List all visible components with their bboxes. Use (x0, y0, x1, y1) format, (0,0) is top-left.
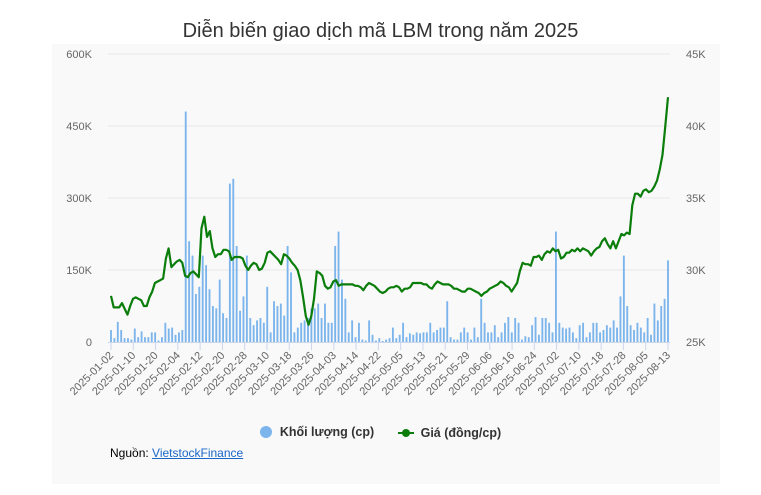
grid-lines (108, 53, 670, 271)
svg-text:40K: 40K (686, 121, 706, 133)
source-prefix: Nguồn: (110, 446, 153, 460)
svg-text:300K: 300K (66, 193, 92, 205)
price-line (109, 97, 670, 326)
circle-marker-icon (259, 426, 272, 438)
volume-bars (110, 111, 669, 342)
svg-text:35K: 35K (686, 193, 706, 205)
source-credit: Nguồn: VietstockFinance (110, 446, 243, 460)
y-axis-left-labels: 0 150K 300K 450K 600K (66, 49, 92, 349)
chart-title: Diễn biến giao dịch mã LBM trong năm 202… (182, 20, 579, 42)
chart-background (52, 44, 720, 484)
legend-volume-label: Khối lượng (cp) (279, 425, 375, 439)
y-axis-right-labels: 25K 30K 35K 40K 45K (686, 49, 706, 349)
svg-text:30K: 30K (686, 265, 706, 277)
svg-text:45K: 45K (686, 49, 706, 61)
svg-text:0: 0 (86, 337, 92, 349)
x-axis: 2025-01-022025-01-102025-01-202025-02-04… (68, 342, 673, 398)
line-marker-icon (397, 428, 414, 438)
svg-text:150K: 150K (66, 265, 92, 277)
svg-text:600K: 600K (66, 49, 92, 61)
legend-price-label: Giá (đồng/cp) (420, 426, 502, 440)
legend-item-volume[interactable]: Khối lượng (cp) (259, 425, 375, 439)
source-link[interactable]: VietstockFinance (152, 446, 244, 460)
svg-text:25K: 25K (686, 337, 706, 349)
legend: Khối lượng (cp) Giá (đồng/cp) (0, 425, 761, 441)
legend-item-price[interactable]: Giá (đồng/cp) (397, 426, 502, 440)
svg-text:450K: 450K (66, 121, 92, 133)
